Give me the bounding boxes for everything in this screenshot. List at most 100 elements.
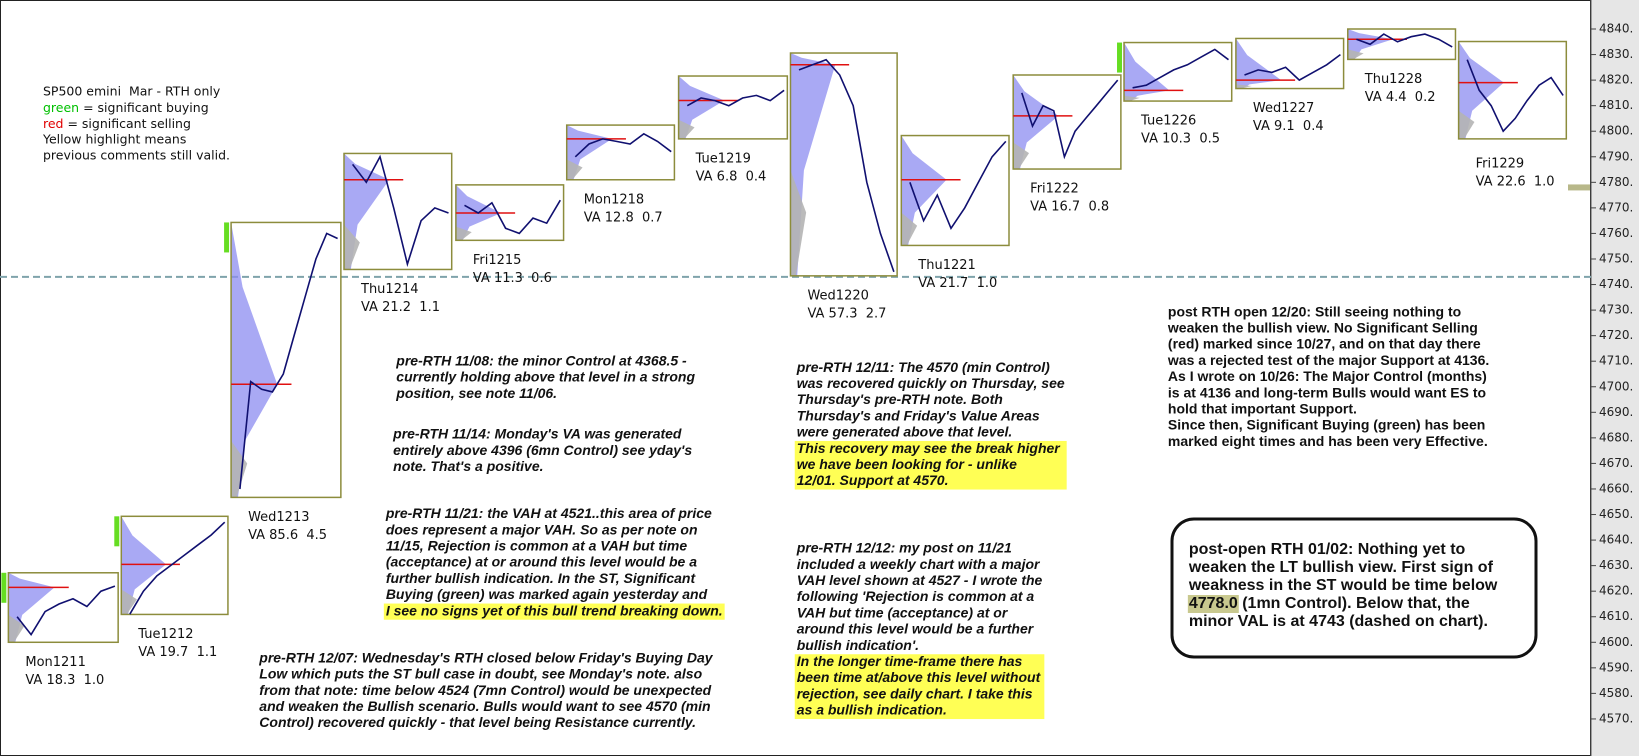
day-label: Thu1221 — [917, 258, 976, 273]
y-tick-label: 4750. — [1599, 251, 1633, 265]
note-line: Thursday's pre-RTH note. Both — [797, 391, 1003, 407]
note-line: note. That's a positive. — [393, 458, 543, 474]
note-line: weaken the bullish view. No Significant … — [1167, 320, 1478, 336]
va-label: VA 21.2 1.1 — [361, 300, 440, 315]
y-tick-label: 4670. — [1599, 456, 1633, 470]
callout-line: post-open RTH 01/02: Nothing yet to — [1189, 541, 1466, 558]
y-tick-label: 4740. — [1599, 277, 1633, 291]
va-label: VA 19.7 1.1 — [138, 645, 217, 660]
va-label: VA 18.3 1.0 — [25, 673, 104, 688]
highlight — [794, 654, 1045, 720]
volume-profile — [1235, 38, 1282, 89]
note-line: was a rejected test of the major Support… — [1167, 352, 1489, 368]
volume-profile — [1124, 42, 1170, 102]
day-label: Tue1226 — [1140, 114, 1196, 129]
price-line — [574, 132, 672, 158]
volume-profile-outer — [566, 159, 583, 180]
highlight — [383, 603, 725, 620]
day-label: Mon1211 — [25, 655, 86, 670]
note-line: (acceptance) at or around this level wou… — [386, 554, 697, 570]
price-line — [1021, 79, 1119, 160]
day-box — [1123, 41, 1233, 102]
price-line — [1132, 48, 1229, 89]
price-line — [909, 140, 1007, 230]
day-box — [120, 515, 229, 616]
note-line: Since then, Significant Buying (green) h… — [1168, 417, 1485, 433]
day-box — [230, 221, 342, 499]
volume-profile-outer — [1347, 49, 1364, 60]
price-line — [798, 58, 895, 273]
callout-line: weaken the LT bullish view. First sign o… — [1188, 559, 1494, 576]
note-line: Low which puts the ST bull case in doubt… — [259, 666, 702, 682]
highlight-layer — [794, 654, 1045, 720]
legend-text: = significant selling — [64, 116, 191, 131]
callout-line: minor VAL is at 4743 (dashed on chart). — [1189, 613, 1488, 630]
price-line — [686, 89, 785, 107]
note-line: 11/15, Rejection is common at a VAH but … — [386, 538, 688, 554]
volume-profile-outer — [1013, 142, 1030, 170]
legend-line: Yellow highlight means — [42, 132, 186, 147]
note-line: Control) recovered quickly - that level … — [259, 714, 696, 730]
legend-text: red — [43, 116, 64, 131]
volume-profile-outer — [121, 589, 137, 615]
note-line: pre-RTH 12/07: Wednesday's RTH closed be… — [258, 649, 713, 665]
y-tick-label: 4620. — [1599, 584, 1633, 598]
note-line: This recovery may see the break higher — [797, 440, 1062, 456]
note-line: position, see note 11/06. — [395, 385, 557, 401]
volume-profile-outer — [344, 224, 360, 270]
y-tick-label: 4690. — [1599, 405, 1633, 419]
va-label: VA 11.3 0.6 — [473, 271, 552, 286]
note-line: hold that important Support. — [1168, 401, 1357, 417]
day-box — [1457, 40, 1568, 140]
legend-line: SP500 emini Mar - RTH only — [43, 84, 221, 99]
buying-marker — [1117, 42, 1123, 73]
highlight — [794, 440, 1067, 490]
note-line: does represent a major VAH. So as per no… — [386, 521, 698, 537]
note-line: following 'Rejection is common at a — [797, 588, 1035, 604]
day-label: Tue1212 — [137, 627, 193, 642]
day-label: Fri1215 — [473, 253, 522, 268]
note-line: Thursday's and Friday's Value Areas — [797, 407, 1040, 423]
volume-profile-outer — [1235, 84, 1252, 89]
legend-line: green = significant buying — [43, 100, 209, 115]
price-line — [129, 521, 226, 615]
note-line: as a bullish indication. — [797, 702, 947, 718]
y-tick-label: 4730. — [1599, 303, 1633, 317]
price-line — [1356, 33, 1453, 48]
va-label: VA 6.8 0.4 — [696, 169, 767, 184]
y-tick-label: 4600. — [1599, 635, 1633, 649]
y-tick-label: 4810. — [1599, 98, 1633, 112]
legend-line: previous comments still valid. — [43, 148, 230, 163]
y-tick-label: 4700. — [1599, 379, 1633, 393]
va-label: VA 9.1 0.4 — [1253, 119, 1324, 134]
y-tick-label: 4590. — [1599, 660, 1633, 674]
legend-text: = significant buying — [79, 100, 209, 115]
day-box — [343, 152, 453, 271]
note-line: pre-RTH 12/12: my post on 11/21 — [796, 540, 1012, 556]
note-line: In the longer time-frame there has — [797, 653, 1023, 669]
day-label: Mon1218 — [584, 192, 645, 207]
note-line: currently holding above that level in a … — [396, 369, 695, 385]
note-line: marked eight times and has been very Eff… — [1168, 433, 1488, 449]
day-label: Fri1222 — [1030, 182, 1079, 197]
volume-profile-outer — [455, 226, 472, 241]
day-box — [7, 572, 119, 644]
day-label: Wed1213 — [248, 510, 309, 525]
y-tick-label: 4760. — [1599, 226, 1633, 240]
y-tick-label: 4780. — [1599, 175, 1633, 189]
y-tick-label: 4820. — [1599, 73, 1633, 87]
note-line: pre-RTH 11/14: Monday's VA was generated — [392, 426, 682, 442]
day-label: Thu1228 — [1364, 72, 1423, 87]
note-line: been time at/above this level without — [797, 669, 1042, 685]
note-line: entirely above 4396 (6mn Control) see yd… — [393, 442, 692, 458]
y-tick-label: 4770. — [1599, 200, 1633, 214]
y-tick-label: 4580. — [1599, 686, 1633, 700]
note-line: and weaken the Bullish scenario. Bulls w… — [259, 698, 710, 714]
callout-line: (1mn Control). Below that, the — [1238, 595, 1470, 612]
y-tick-label: 4720. — [1599, 328, 1633, 342]
day-box — [789, 52, 898, 277]
callout-box — [1170, 517, 1538, 659]
volume-profile — [344, 153, 390, 270]
volume-profile — [231, 222, 278, 498]
